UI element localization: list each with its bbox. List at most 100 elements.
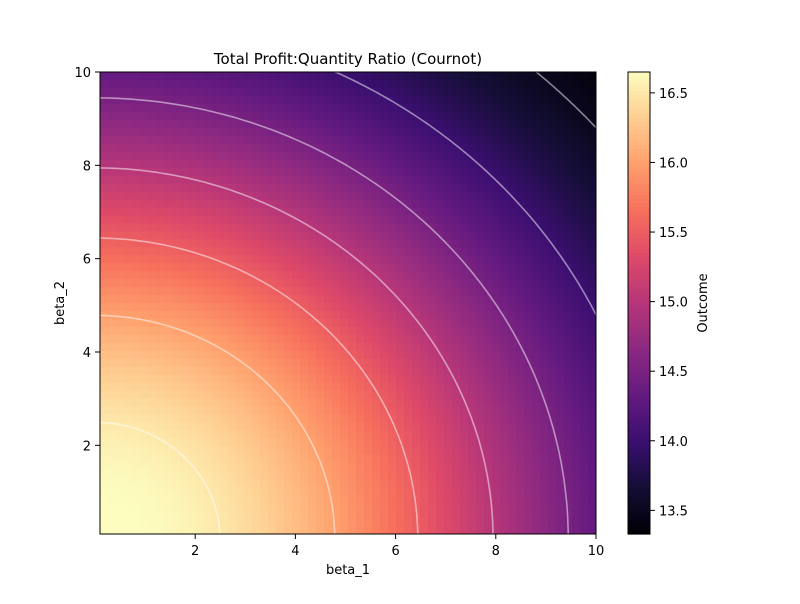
heatmap-cell bbox=[180, 223, 189, 232]
heatmap-cell bbox=[500, 191, 509, 201]
heatmap-cell bbox=[540, 334, 549, 344]
heatmap-cell bbox=[340, 223, 349, 232]
heatmap-cell bbox=[332, 279, 341, 288]
heatmap-cell bbox=[268, 342, 277, 352]
heatmap-cell bbox=[500, 358, 509, 368]
heatmap-cell bbox=[132, 494, 141, 503]
heatmap-cell bbox=[148, 318, 157, 328]
heatmap-cell bbox=[532, 518, 541, 527]
heatmap-cell bbox=[148, 72, 157, 81]
heatmap-cell bbox=[276, 366, 285, 376]
heatmap-cell bbox=[396, 430, 405, 440]
heatmap-cell bbox=[220, 510, 229, 519]
heatmap-cell bbox=[156, 310, 165, 320]
heatmap-cell bbox=[516, 127, 525, 137]
heatmap-cell bbox=[244, 390, 253, 400]
heatmap-cell bbox=[316, 135, 325, 145]
heatmap-cell bbox=[492, 72, 501, 81]
heatmap-cell bbox=[524, 199, 533, 209]
heatmap-cell bbox=[164, 526, 173, 534]
heatmap-cell bbox=[372, 279, 381, 288]
heatmap-cell bbox=[468, 271, 477, 280]
heatmap-cell bbox=[204, 334, 213, 344]
heatmap-cell bbox=[492, 119, 501, 129]
heatmap-cell bbox=[404, 486, 413, 495]
heatmap-cell bbox=[340, 103, 349, 113]
heatmap-cell bbox=[100, 446, 109, 455]
heatmap-cell bbox=[524, 422, 533, 432]
heatmap-cell bbox=[436, 111, 445, 121]
heatmap-cell bbox=[180, 231, 189, 240]
heatmap-cell bbox=[404, 143, 413, 153]
heatmap-cell bbox=[156, 199, 165, 209]
heatmap-cell bbox=[444, 223, 453, 232]
heatmap-cell bbox=[332, 127, 341, 137]
heatmap-cell bbox=[244, 79, 253, 89]
heatmap-cell bbox=[556, 406, 565, 416]
heatmap-cell bbox=[108, 135, 117, 145]
heatmap-cell bbox=[132, 518, 141, 527]
heatmap-cell bbox=[164, 295, 173, 304]
heatmap-cell bbox=[292, 414, 301, 424]
heatmap-cell bbox=[412, 366, 421, 376]
heatmap-cell bbox=[332, 143, 341, 153]
heatmap-cell bbox=[356, 143, 365, 153]
heatmap-cell bbox=[164, 167, 173, 177]
heatmap-cell bbox=[356, 87, 365, 97]
heatmap-cell bbox=[140, 287, 149, 296]
heatmap-cell bbox=[500, 215, 509, 224]
heatmap-cell bbox=[364, 143, 373, 153]
heatmap-cell bbox=[548, 215, 557, 224]
heatmap-cell bbox=[372, 191, 381, 201]
heatmap-cell bbox=[460, 518, 469, 527]
heatmap-cell bbox=[564, 287, 573, 296]
heatmap-cell bbox=[300, 159, 309, 169]
heatmap-cell bbox=[300, 502, 309, 511]
heatmap-cell bbox=[172, 438, 181, 447]
heatmap-cell bbox=[228, 159, 237, 169]
heatmap-cell bbox=[324, 422, 333, 432]
heatmap-cell bbox=[116, 207, 125, 216]
heatmap-cell bbox=[468, 342, 477, 352]
heatmap-cell bbox=[420, 223, 429, 232]
heatmap-cell bbox=[268, 526, 277, 534]
heatmap-cell bbox=[588, 199, 596, 209]
heatmap-cell bbox=[364, 135, 373, 145]
heatmap-cell bbox=[284, 183, 293, 193]
heatmap-cell bbox=[172, 127, 181, 137]
heatmap-cell bbox=[156, 79, 165, 89]
heatmap-cell bbox=[132, 398, 141, 408]
heatmap-cell bbox=[420, 454, 429, 463]
heatmap-cell bbox=[172, 526, 181, 534]
heatmap-cell bbox=[580, 494, 589, 503]
colorbar-cell bbox=[628, 229, 650, 235]
heatmap-cell bbox=[404, 422, 413, 432]
heatmap-cell bbox=[556, 303, 565, 312]
heatmap-cell bbox=[332, 111, 341, 121]
heatmap-cell bbox=[284, 287, 293, 296]
heatmap-cell bbox=[228, 502, 237, 511]
heatmap-cell bbox=[188, 334, 197, 344]
heatmap-cell bbox=[340, 79, 349, 89]
heatmap-cell bbox=[212, 167, 221, 177]
heatmap-cell bbox=[380, 310, 389, 320]
heatmap-cell bbox=[196, 111, 205, 121]
heatmap-cell bbox=[260, 223, 269, 232]
contour-line bbox=[100, 97, 569, 534]
heatmap-cell bbox=[540, 175, 549, 185]
heatmap-cell bbox=[396, 87, 405, 97]
heatmap-cell bbox=[276, 430, 285, 440]
colorbar-cell bbox=[628, 233, 650, 239]
colorbar-tick-label: 15.0 bbox=[659, 296, 688, 311]
heatmap-cell bbox=[316, 342, 325, 352]
heatmap-cell bbox=[100, 422, 109, 432]
heatmap-cell bbox=[564, 374, 573, 384]
heatmap-cell bbox=[500, 127, 509, 137]
heatmap-cell bbox=[236, 127, 245, 137]
heatmap-cell bbox=[100, 103, 109, 113]
heatmap-cell bbox=[180, 135, 189, 145]
heatmap-cell bbox=[516, 119, 525, 129]
heatmap-cell bbox=[564, 295, 573, 304]
heatmap-cell bbox=[452, 95, 461, 105]
heatmap-cell bbox=[212, 175, 221, 185]
